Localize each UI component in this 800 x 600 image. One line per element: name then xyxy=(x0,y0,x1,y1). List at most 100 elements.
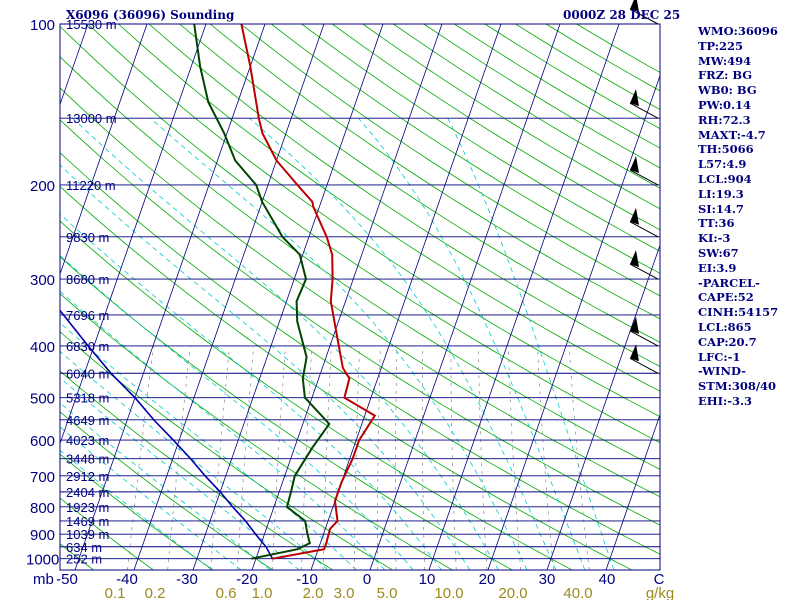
stat-line: MW:494 xyxy=(698,53,752,68)
mixing-ratio-line xyxy=(568,345,590,570)
dry-adiabat xyxy=(60,25,660,444)
mixing-ratio-line xyxy=(210,345,230,570)
mixing-ratio-line xyxy=(272,345,286,570)
isotherm xyxy=(192,24,384,570)
isotherm xyxy=(133,24,325,570)
profiles xyxy=(60,24,377,560)
wind-barb-pennant xyxy=(630,344,639,362)
wind-barb-pennant xyxy=(630,207,639,225)
station-title: X6096 (36096) Sounding xyxy=(66,8,235,22)
stat-line: CAP:20.7 xyxy=(698,334,757,349)
stat-line: PW:0.14 xyxy=(698,97,752,112)
temperature-tick-label: -10 xyxy=(296,571,318,588)
stat-line: EHI:-3.3 xyxy=(698,393,753,408)
wind-barb-staff xyxy=(629,263,659,280)
isotherm xyxy=(369,24,561,570)
wind-barb-pennant xyxy=(630,155,639,173)
height-label: 2912 m xyxy=(66,469,109,484)
plot-frame xyxy=(59,23,661,571)
mixing-ratio-label: 3.0 xyxy=(334,585,355,600)
stat-line: CAPE:52 xyxy=(698,290,754,305)
mixing-ratio-label: 1.0 xyxy=(252,585,273,600)
isotherm xyxy=(74,24,266,570)
wind-barb-pennant xyxy=(630,0,639,12)
stat-line: -PARCEL- xyxy=(698,275,760,290)
temperature-unit-label: C xyxy=(654,571,665,588)
temperature-line xyxy=(240,24,377,560)
height-label: 1039 m xyxy=(66,527,109,542)
stat-line: SI:14.7 xyxy=(698,201,744,216)
height-label: 4649 m xyxy=(66,413,109,428)
stat-line: LCL:904 xyxy=(698,171,752,186)
dry-adiabat xyxy=(60,331,394,570)
mixing-ratio-line xyxy=(127,345,154,570)
height-label: 252 m xyxy=(66,552,102,567)
pressure-tick-label: 600 xyxy=(30,433,55,450)
pressure-tick-label: 900 xyxy=(30,527,55,544)
moist-adiabat xyxy=(358,117,586,570)
stat-line: L57:4.9 xyxy=(698,157,747,172)
mixing-ratio-label: 0.1 xyxy=(105,585,126,600)
mixing-ratio-line xyxy=(450,345,457,570)
stat-line: TT:36 xyxy=(698,216,735,231)
moist-adiabat xyxy=(447,118,615,570)
sounding-time: 0000Z 28 DEC 25 xyxy=(563,8,681,22)
height-label: 6830 m xyxy=(66,339,109,354)
height-label: 8680 m xyxy=(66,272,109,287)
isotherm xyxy=(60,24,207,445)
height-label: 2404 m xyxy=(66,485,109,500)
mixing-ratio-label: 2.0 xyxy=(303,585,324,600)
mixing-ratio-line xyxy=(395,345,398,570)
wind-barb-staff xyxy=(629,221,659,238)
temperature-tick-label: -20 xyxy=(236,571,258,588)
pressure-tick-label: 300 xyxy=(30,272,55,289)
isotherm xyxy=(487,74,660,570)
mixing-ratio-line xyxy=(422,345,426,570)
isotherms xyxy=(60,24,660,570)
height-label: 9830 m xyxy=(66,230,109,245)
mixing-ratio-label: 40.0 xyxy=(563,585,592,600)
wind-barb-staff xyxy=(629,169,659,186)
dry-adiabat xyxy=(301,24,660,252)
temperature-tick-label: 10 xyxy=(419,571,436,588)
pressure-tick-label: 1000 xyxy=(26,552,59,569)
height-label: 7696 m xyxy=(66,308,109,323)
stat-line: LFC:-1 xyxy=(698,349,741,364)
mixing-ratio-line xyxy=(167,345,191,570)
height-label: 3448 m xyxy=(66,452,109,467)
stat-line: WMO:36096 xyxy=(698,24,778,38)
mixing-ratio-label: 10.0 xyxy=(434,585,463,600)
wind-barb-pennant xyxy=(630,316,639,334)
height-label: 6040 m xyxy=(66,366,109,381)
mixing-ratio-unit-label: g/kg xyxy=(646,585,674,600)
wind-barbs xyxy=(629,0,659,374)
mixing-ratio-lines xyxy=(127,345,590,570)
stat-line: -WIND- xyxy=(698,364,746,379)
mixing-ratio-line xyxy=(322,345,332,570)
height-label: 5318 m xyxy=(66,391,109,406)
mixing-ratio-line xyxy=(537,345,554,570)
wind-barb xyxy=(629,207,659,238)
temperature-tick-label: -40 xyxy=(116,571,138,588)
parcel-line xyxy=(60,309,274,560)
height-label: 4023 m xyxy=(66,433,109,448)
height-label: 1923 m xyxy=(66,500,109,515)
dry-adiabat xyxy=(240,24,660,297)
isobars xyxy=(60,24,660,560)
mixing-ratio-line xyxy=(236,345,255,570)
mixing-ratio-label: 0.6 xyxy=(216,585,237,600)
isotherm xyxy=(251,24,443,570)
pressure-tick-label: 200 xyxy=(30,178,55,195)
mixing-ratio-label: 0.2 xyxy=(145,585,166,600)
dry-adiabat xyxy=(178,24,660,343)
dry-adiabat xyxy=(87,24,660,418)
dry-adiabat xyxy=(60,87,660,498)
stat-line: STM:308/40 xyxy=(698,379,777,394)
stat-line: EI:3.9 xyxy=(698,260,737,275)
stat-line: WB0: BG xyxy=(698,83,757,98)
temperature-tick-label: -50 xyxy=(56,571,78,588)
wind-barb xyxy=(629,316,659,347)
pressure-tick-label: 100 xyxy=(30,17,55,34)
mixing-ratio-line xyxy=(377,345,381,570)
